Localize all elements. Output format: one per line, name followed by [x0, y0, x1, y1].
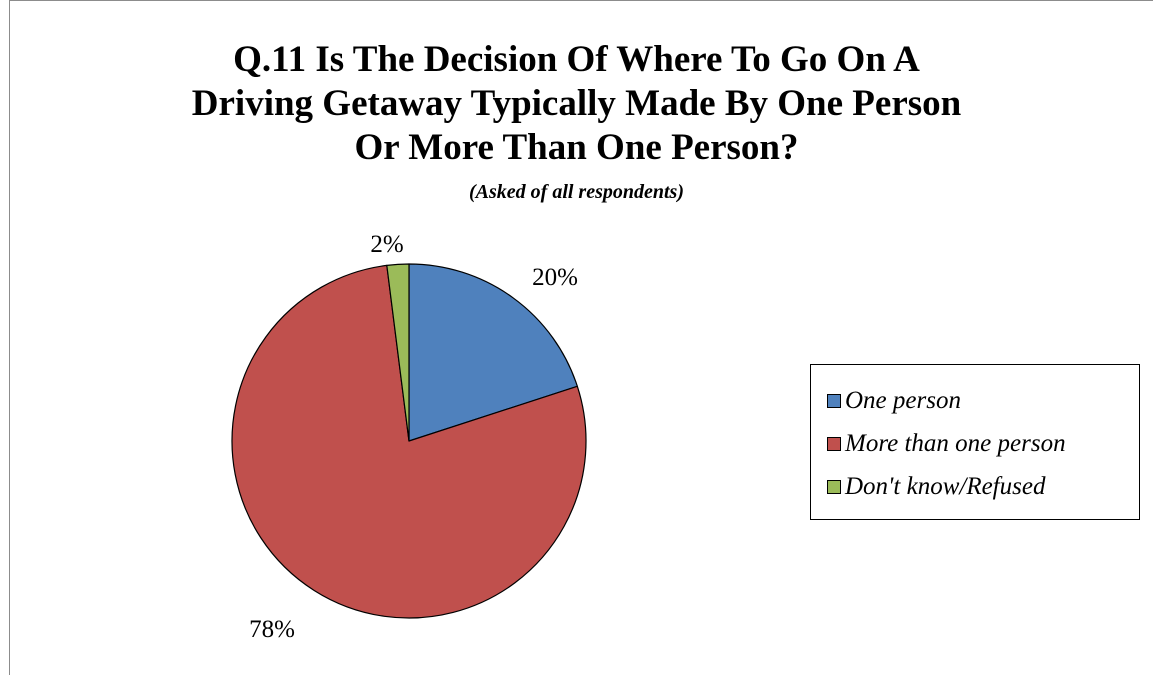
pie-labels: 20% 78% 2%	[249, 231, 578, 643]
legend-label-more-than-one-person: More than one person	[845, 429, 1066, 457]
legend-item-more-than-one-person: More than one person	[811, 422, 1139, 465]
legend-item-one-person: One person	[811, 379, 1139, 422]
pie-slice-one-person	[408, 263, 578, 442]
pie-slice-more-than-one-person	[231, 264, 587, 619]
legend-swatch-more-than-one-person	[827, 436, 841, 451]
chart-title: Q.11 Is The Decision Of Where To Go On A…	[0, 38, 1153, 170]
pie-slices	[231, 263, 587, 619]
legend-label-dont-know-refused: Don't know/Refused	[845, 472, 1046, 500]
data-label-dont-know-refused: 2%	[370, 231, 403, 258]
data-label-one-person: 20%	[532, 264, 578, 291]
legend-label-one-person: One person	[845, 386, 961, 414]
chart-title-line-2: Driving Getaway Typically Made By One Pe…	[191, 83, 962, 124]
legend: One person More than one person Don't kn…	[810, 364, 1140, 520]
data-label-more-than-one-person: 78%	[249, 616, 295, 643]
chart-title-line-3: Or More Than One Person?	[354, 127, 799, 168]
chart-subtitle: (Asked of all respondents)	[469, 181, 684, 203]
chart-title-line-1: Q.11 Is The Decision Of Where To Go On A	[233, 39, 920, 80]
legend-swatch-one-person	[827, 393, 841, 408]
legend-swatch-dont-know-refused	[827, 479, 841, 494]
legend-item-dont-know-refused: Don't know/Refused	[811, 465, 1139, 508]
chart-frame	[9, 0, 1153, 675]
pie-slice-dont-know-refused	[386, 263, 410, 442]
